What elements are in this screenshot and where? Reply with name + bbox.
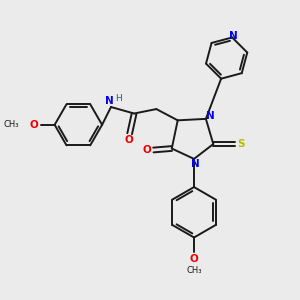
Text: N: N — [191, 159, 200, 169]
Text: N: N — [229, 31, 238, 41]
Text: N: N — [206, 112, 215, 122]
Text: S: S — [237, 139, 245, 149]
Text: O: O — [190, 254, 198, 264]
Text: CH₃: CH₃ — [186, 266, 202, 275]
Text: N: N — [105, 96, 114, 106]
Text: H: H — [115, 94, 122, 103]
Text: O: O — [142, 145, 151, 155]
Text: CH₃: CH₃ — [4, 120, 19, 129]
Text: O: O — [125, 135, 134, 145]
Text: O: O — [29, 120, 38, 130]
